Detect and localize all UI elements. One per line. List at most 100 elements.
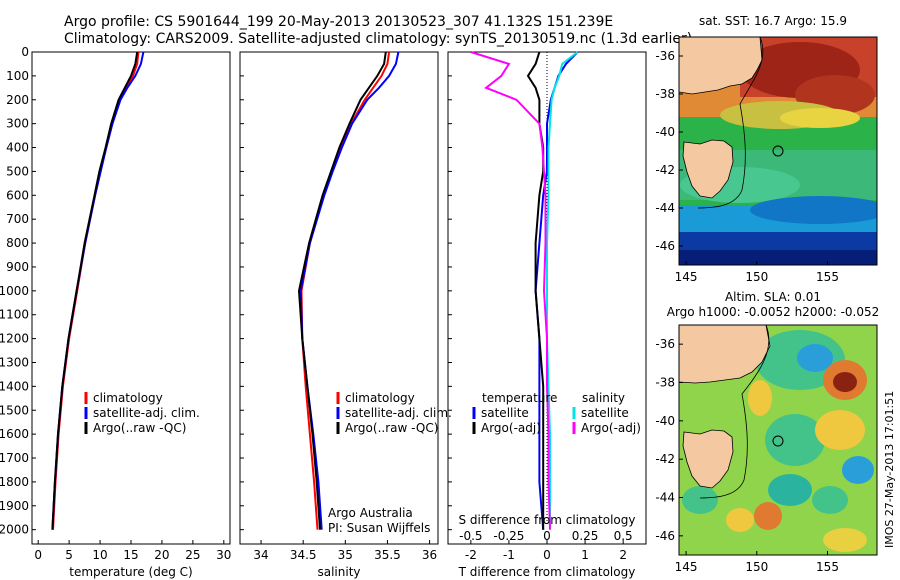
map-lat-label: -44: [655, 201, 675, 215]
map-lon-label: 145: [675, 270, 698, 284]
credit-line1: Argo Australia: [328, 506, 413, 520]
y-tick-label: 1300: [0, 355, 29, 369]
series-line-temperature-satellite: [534, 51, 579, 530]
sla-map-title1: Altim. SLA: 0.01: [725, 290, 821, 304]
map-lon-label: 155: [816, 270, 839, 284]
sla-float-marker: [772, 435, 784, 447]
series-layer: [51, 51, 579, 530]
y-tick-label: 500: [6, 164, 29, 178]
y-tick-label: 800: [6, 236, 29, 250]
legend-title-temperature: temperature: [482, 391, 557, 405]
series-line-satellite-adj-clim-: [51, 51, 145, 530]
sst-coastline-tasmania: [682, 139, 734, 199]
temperature-legend: climatology satellite-adj. clim. Argo(..…: [84, 391, 200, 435]
imos-stamp: IMOS 27-May-2013 17:01:51: [883, 391, 896, 548]
x-tick-label: 15: [123, 548, 138, 562]
series-line-temperature-argo-adj-: [526, 51, 545, 530]
legend-label-satellite: satellite-adj. clim.: [345, 406, 452, 420]
map-lat-label: -42: [655, 452, 675, 466]
sla-coastline-tasmania: [682, 429, 734, 489]
map-ticks: -36 -38 -40 -42 -44 -46 145 150 155 -36 -38 -40 -42 -…: [655, 49, 839, 574]
legend-label-argo: Argo(..raw -QC): [345, 421, 438, 435]
x-tick-label: 35.5: [374, 548, 401, 562]
sst-map-title: sat. SST: 16.7 Argo: 15.9: [699, 14, 847, 28]
map-lat-label: -38: [655, 376, 675, 390]
salinity-xlabel: salinity: [317, 565, 360, 579]
sst-shelf-contour: [697, 37, 764, 209]
map-lat-label: -44: [655, 491, 675, 505]
x-tick-label: 36: [422, 548, 437, 562]
s-tick-label: -0.25: [493, 529, 524, 543]
y-tick-label: 2000: [0, 523, 29, 537]
map-lat-label: -46: [655, 239, 675, 253]
y-tick-label: 1500: [0, 403, 29, 417]
y-tick-label: 1000: [0, 284, 29, 298]
sla-map-title2: Argo h1000: -0.0052 h2000: -0.052: [667, 305, 880, 319]
temperature-panel-frame: [31, 51, 231, 545]
map-lat-label: -36: [655, 337, 675, 351]
difference-legend: temperature salinity satellite Argo(-adj…: [472, 391, 641, 435]
y-tick-label: 1400: [0, 379, 29, 393]
x-tick-label: 20: [154, 548, 169, 562]
map-lon-label: 145: [675, 560, 698, 574]
sla-map: [678, 324, 878, 556]
credit-line2: PI: Susan Wijffels: [328, 521, 430, 535]
difference-xlabel: T difference from climatology: [458, 565, 636, 579]
y-tick-label: 400: [6, 141, 29, 155]
x-tick-label: 0: [34, 548, 42, 562]
salinity-panel-frame: [239, 51, 439, 545]
map-lat-label: -40: [655, 414, 675, 428]
x-tick-label: 30: [216, 548, 231, 562]
sst-map: [678, 36, 878, 266]
s-tick-label: 0.25: [572, 529, 599, 543]
sla-shelf-contour: [699, 325, 770, 499]
y-tick-label: 1800: [0, 475, 29, 489]
series-line-salinity-satellite: [546, 51, 579, 530]
legend-title-salinity: salinity: [582, 391, 625, 405]
map-lon-label: 150: [745, 270, 768, 284]
series-line-salinity-argo-adj-: [470, 51, 551, 530]
legend-label-argo: Argo(..raw -QC): [93, 421, 186, 435]
y-tick-label: 900: [6, 260, 29, 274]
header-line1: Argo profile: CS 5901644_199 20-May-2013…: [64, 14, 613, 30]
x-tick-label: 0: [543, 548, 551, 562]
map-lat-label: -46: [655, 529, 675, 543]
x-tick-label: 34: [253, 548, 268, 562]
axes-layer: 0 5 10 15 20 25 300100200300400500600700800900…: [0, 45, 633, 562]
x-tick-label: 5: [65, 548, 73, 562]
x-tick-label: 10: [92, 548, 107, 562]
legend-label-climatology: climatology: [345, 391, 415, 405]
x-tick-label: 1: [581, 548, 589, 562]
y-tick-label: 300: [6, 117, 29, 131]
x-tick-label: 25: [185, 548, 200, 562]
x-tick-label: -1: [503, 548, 515, 562]
s-tick-label: 0.5: [614, 529, 633, 543]
series-line-argo-raw-qc-: [51, 51, 139, 530]
legend-label-t-satellite: satellite: [481, 406, 529, 420]
x-tick-label: -2: [465, 548, 477, 562]
y-tick-label: 600: [6, 188, 29, 202]
y-tick-label: 100: [6, 69, 29, 83]
y-tick-label: 1700: [0, 451, 29, 465]
y-tick-label: 1100: [0, 308, 29, 322]
series-line-argo-raw-qc-: [297, 51, 387, 530]
x-tick-label: 2: [619, 548, 627, 562]
salinity-legend: climatology satellite-adj. clim. Argo(..…: [336, 391, 452, 435]
map-lon-label: 150: [745, 560, 768, 574]
legend-label-s-satellite: satellite: [581, 406, 629, 420]
header-line2: Climatology: CARS2009. Satellite-adjuste…: [64, 31, 692, 47]
map-lat-label: -38: [655, 87, 675, 101]
y-tick-label: 1600: [0, 427, 29, 441]
difference-xlabel-top: S difference from climatology: [459, 513, 636, 527]
map-lat-label: -42: [655, 163, 675, 177]
legend-label-climatology: climatology: [93, 391, 163, 405]
y-tick-label: 700: [6, 212, 29, 226]
y-tick-label: 1900: [0, 499, 29, 513]
legend-label-s-argo: Argo(-adj): [581, 421, 641, 435]
y-tick-label: 0: [21, 45, 29, 59]
series-line-climatology: [52, 51, 140, 530]
legend-label-t-argo: Argo(-adj): [481, 421, 541, 435]
x-tick-label: 35: [338, 548, 353, 562]
temperature-xlabel: temperature (deg C): [69, 565, 192, 579]
